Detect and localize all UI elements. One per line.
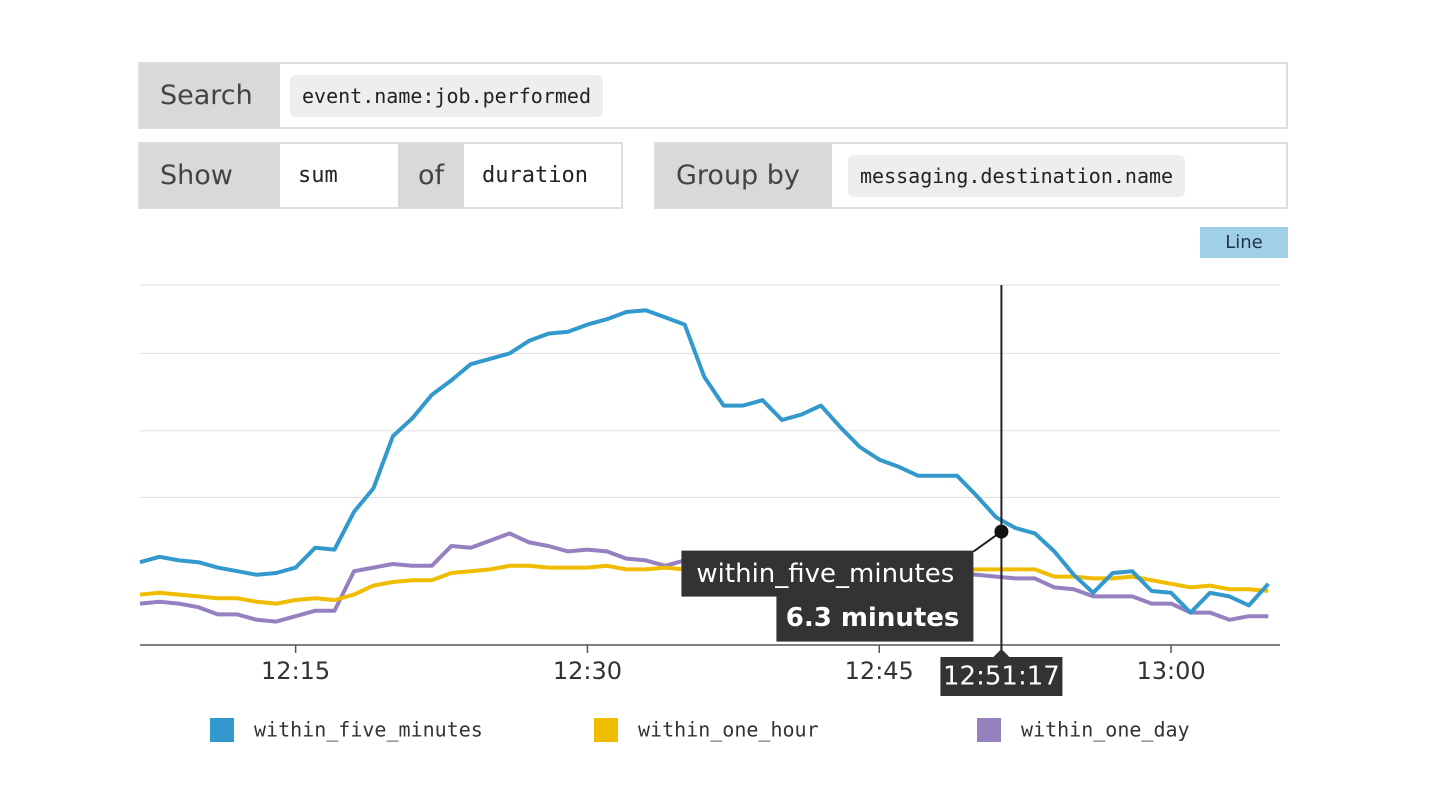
series-line	[139, 308, 1270, 615]
x-tick-label: 13:00	[1136, 657, 1205, 685]
group-chip[interactable]: messaging.destination.name	[848, 154, 1186, 197]
cursor-time-box	[940, 657, 1063, 696]
x-tick-label: 12:15	[261, 657, 330, 685]
cursor-time: 12:51:17	[943, 662, 1060, 692]
legend-label: within_one_hour	[638, 718, 819, 742]
legend-swatch	[210, 718, 234, 742]
tooltip-leader	[972, 530, 1003, 553]
search-label: Search	[140, 64, 280, 127]
search-chip[interactable]: event.name:job.performed	[290, 74, 603, 117]
x-tick-label: 12:45	[845, 657, 914, 685]
field[interactable]: duration	[482, 163, 588, 188]
tooltip-series: within_five_minutes	[696, 559, 954, 589]
x-tick-label: 12:30	[553, 657, 622, 685]
tooltip-value: 6.3 minutes	[786, 603, 960, 633]
tooltip-point	[994, 524, 1009, 539]
show-label: Show	[140, 144, 280, 207]
cursor-time-notch	[993, 649, 1010, 657]
of-label: of	[398, 144, 465, 207]
show-row: Show sum of duration	[138, 142, 623, 209]
tooltip-value-box	[776, 595, 974, 642]
legend-swatch	[977, 718, 1001, 742]
aggregation[interactable]: sum	[298, 163, 338, 188]
legend-label: within_one_day	[1021, 718, 1190, 742]
group-label: Group by	[656, 144, 832, 207]
series-line	[139, 563, 1269, 606]
group-row: Group by messaging.destination.name	[654, 142, 1288, 209]
series-line	[139, 531, 1269, 624]
legend-swatch	[594, 718, 618, 742]
line-button[interactable]: Line	[1200, 227, 1288, 258]
search-row: Search event.name:job.performed	[138, 62, 1288, 129]
legend-label: within_five_minutes	[254, 718, 483, 742]
tooltip-name-box	[681, 550, 974, 597]
